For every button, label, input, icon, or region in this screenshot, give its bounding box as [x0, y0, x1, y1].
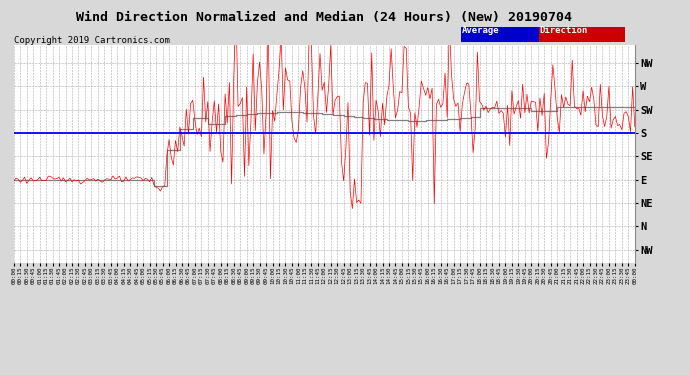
Text: Copyright 2019 Cartronics.com: Copyright 2019 Cartronics.com	[14, 36, 170, 45]
Text: Direction: Direction	[540, 26, 588, 35]
Text: Average: Average	[462, 26, 500, 35]
FancyBboxPatch shape	[461, 27, 539, 42]
FancyBboxPatch shape	[539, 27, 626, 42]
Text: Wind Direction Normalized and Median (24 Hours) (New) 20190704: Wind Direction Normalized and Median (24…	[77, 11, 572, 24]
